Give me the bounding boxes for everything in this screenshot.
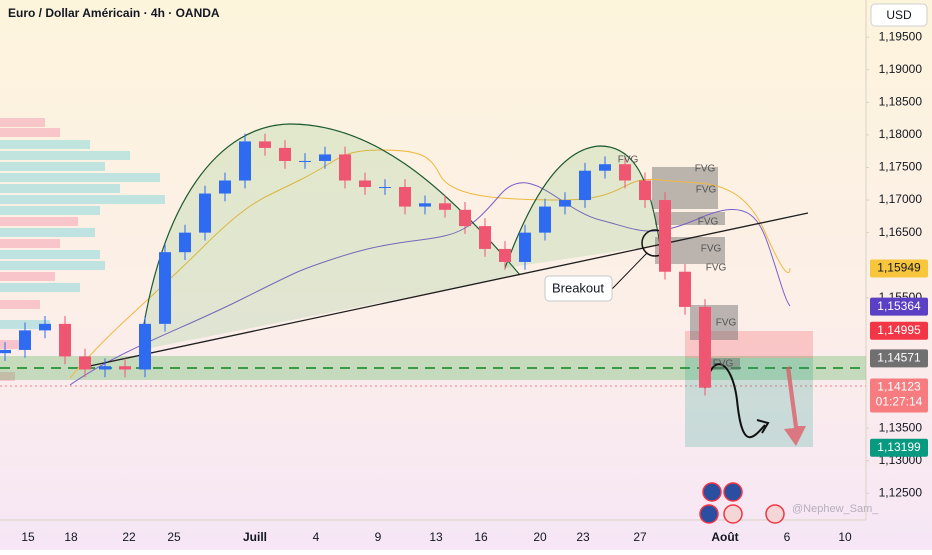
x-tick-label: 23 [576, 530, 590, 544]
price-tag [870, 259, 928, 278]
candle-body [139, 323, 151, 370]
x-tick-label: 22 [122, 530, 136, 544]
candle-body [619, 164, 631, 181]
candle-body [439, 203, 451, 210]
fvg-label: FVG [701, 244, 722, 255]
candle-body [679, 271, 691, 307]
x-tick-label: 10 [838, 530, 852, 544]
candle-body [239, 141, 251, 181]
x-tick-label: 27 [633, 530, 647, 544]
y-tick-label: 1,19000 [879, 62, 923, 76]
projection-arrow [756, 419, 770, 434]
x-tick-label: 9 [375, 530, 382, 544]
x-tick-label: 20 [533, 530, 547, 544]
candle-body [299, 160, 311, 162]
currency[interactable]: USD [886, 8, 912, 22]
candle-body [119, 366, 131, 370]
price-tag [870, 297, 928, 316]
candle-body [319, 154, 331, 161]
fvg-label: FVG [696, 185, 717, 196]
candle-body [19, 330, 31, 350]
candle-body [639, 180, 651, 201]
candle-body [699, 306, 711, 388]
breakout-label: Breakout [552, 280, 604, 295]
candle-body [579, 170, 591, 201]
chart-title: Euro / Dollar Américain · 4h · OANDA [8, 6, 220, 20]
fvg-label: FVG [713, 359, 734, 370]
y-tick-label: 1,16500 [879, 225, 923, 239]
candle-body [659, 200, 671, 272]
x-tick-label: 13 [429, 530, 443, 544]
candle-body [499, 248, 511, 262]
cup-arc [139, 123, 521, 351]
candle-body [279, 147, 291, 161]
candle-body [339, 154, 351, 181]
x-tick-label: 4 [313, 530, 320, 544]
candle-body [179, 232, 191, 253]
x-tick-label: 16 [474, 530, 488, 544]
candle-body [39, 323, 51, 331]
price-tag-label: 1,14995 [877, 323, 921, 337]
y-tick-label: 1,17500 [879, 160, 923, 174]
x-tick-label: 15 [21, 530, 35, 544]
price-tag [870, 349, 928, 368]
candle-body [259, 141, 271, 148]
watermark: @Nephew_Sam_ [792, 503, 879, 515]
candle-body [479, 226, 491, 249]
candle-body [219, 180, 231, 194]
event-icons [699, 482, 785, 524]
y-tick-label: 1,18500 [879, 94, 923, 108]
y-tick-label: 1,18000 [879, 127, 923, 141]
price-tag-label: 1,15949 [877, 261, 921, 275]
down-arrow [784, 366, 806, 446]
candle-body [199, 193, 211, 233]
fvg-label: FVG [618, 155, 639, 166]
fvg-label: FVG [695, 164, 716, 175]
price-tag-label: 1,14123 [877, 380, 921, 394]
candle-body [599, 164, 611, 171]
callout-line [611, 252, 648, 290]
volume-profile [0, 118, 165, 381]
candle-body [459, 209, 471, 227]
candle-body [79, 356, 91, 370]
y-tick-label: 1,13500 [879, 420, 923, 434]
fvg-label: FVG [716, 318, 737, 329]
candle-body [399, 187, 411, 207]
candle-body [519, 232, 531, 262]
candle-body [359, 180, 371, 188]
candle-body [419, 203, 431, 207]
candle-body [0, 349, 11, 354]
price-tag [870, 378, 928, 413]
x-tick-label: 18 [64, 530, 78, 544]
cloud-line [69, 182, 791, 386]
neckline [84, 212, 809, 368]
candle-body [159, 252, 171, 324]
candle-body [99, 366, 111, 370]
price-tag-label: 1,14571 [877, 351, 921, 365]
candle-body [539, 206, 551, 233]
x-tick-label: 6 [784, 530, 791, 544]
fvg-label: FVG [706, 263, 727, 274]
currency-box[interactable] [870, 3, 928, 27]
price-tag [870, 438, 928, 457]
candle-body [559, 200, 571, 207]
callout-box [544, 275, 613, 302]
x-tick-label: 25 [167, 530, 181, 544]
candle-body [59, 323, 71, 357]
projection-path [704, 363, 766, 439]
price-tag-label: 1,13199 [877, 440, 921, 454]
price-tag-label: 1,15364 [877, 299, 921, 313]
y-tick-label: 1,12500 [879, 485, 923, 499]
y-tick-label: 1,19500 [879, 29, 923, 43]
x-tick-label: Juill [243, 530, 267, 544]
y-tick-label: 1,17000 [879, 192, 923, 206]
candle-body [379, 187, 391, 189]
x-tick-label: Août [711, 530, 738, 544]
countdown: 01:27:14 [876, 395, 923, 409]
cloud-line [69, 149, 791, 379]
price-tag [870, 321, 928, 340]
fvg-label: FVG [698, 217, 719, 228]
